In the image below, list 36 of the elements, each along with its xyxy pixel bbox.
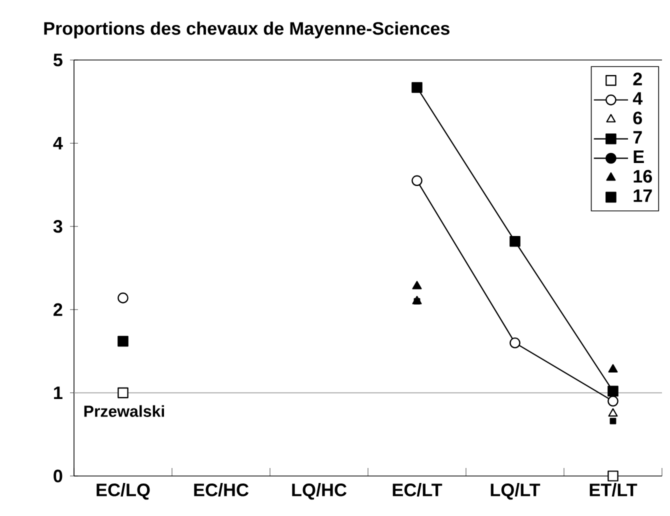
point bbox=[118, 336, 128, 347]
y-tick-label: 2 bbox=[54, 303, 62, 316]
point bbox=[608, 396, 618, 407]
point bbox=[510, 236, 520, 247]
x-tick-label: ET/LT bbox=[590, 483, 638, 496]
chart-title: Proportions des chevaux de Mayenne-Sciences bbox=[44, 22, 450, 38]
point bbox=[412, 82, 422, 93]
point bbox=[118, 387, 128, 398]
legend-label: E bbox=[634, 150, 644, 163]
point bbox=[610, 418, 616, 424]
legend-label: 16 bbox=[634, 170, 652, 183]
legend-label: 2 bbox=[633, 72, 642, 86]
point bbox=[608, 408, 618, 417]
legend-label: 4 bbox=[632, 92, 643, 105]
legend-label: 6 bbox=[633, 112, 642, 124]
x-tick-label: LQ/HC bbox=[292, 483, 347, 500]
x-tick-label: EC/LQ bbox=[96, 483, 150, 500]
point bbox=[412, 175, 422, 186]
x-tick-label: LQ/LT bbox=[490, 483, 540, 500]
point bbox=[510, 337, 520, 348]
point bbox=[412, 280, 422, 290]
y-tick-label: 0 bbox=[54, 470, 62, 482]
y-tick-label: 1 bbox=[54, 386, 62, 399]
y-tick-label: 4 bbox=[53, 137, 63, 150]
legend-label: 7 bbox=[633, 131, 642, 144]
x-tick-label: EC/HC bbox=[194, 483, 249, 496]
y-tick-label: 3 bbox=[53, 220, 62, 233]
legend-label: 17 bbox=[634, 190, 652, 202]
ref-line-label: Przewalski bbox=[84, 405, 164, 417]
point bbox=[608, 470, 618, 482]
point bbox=[608, 364, 618, 373]
point bbox=[414, 298, 420, 304]
x-tick-label: EC/LT bbox=[392, 483, 442, 496]
point bbox=[608, 386, 618, 397]
point bbox=[118, 292, 128, 304]
y-tick-label: 5 bbox=[53, 54, 62, 66]
